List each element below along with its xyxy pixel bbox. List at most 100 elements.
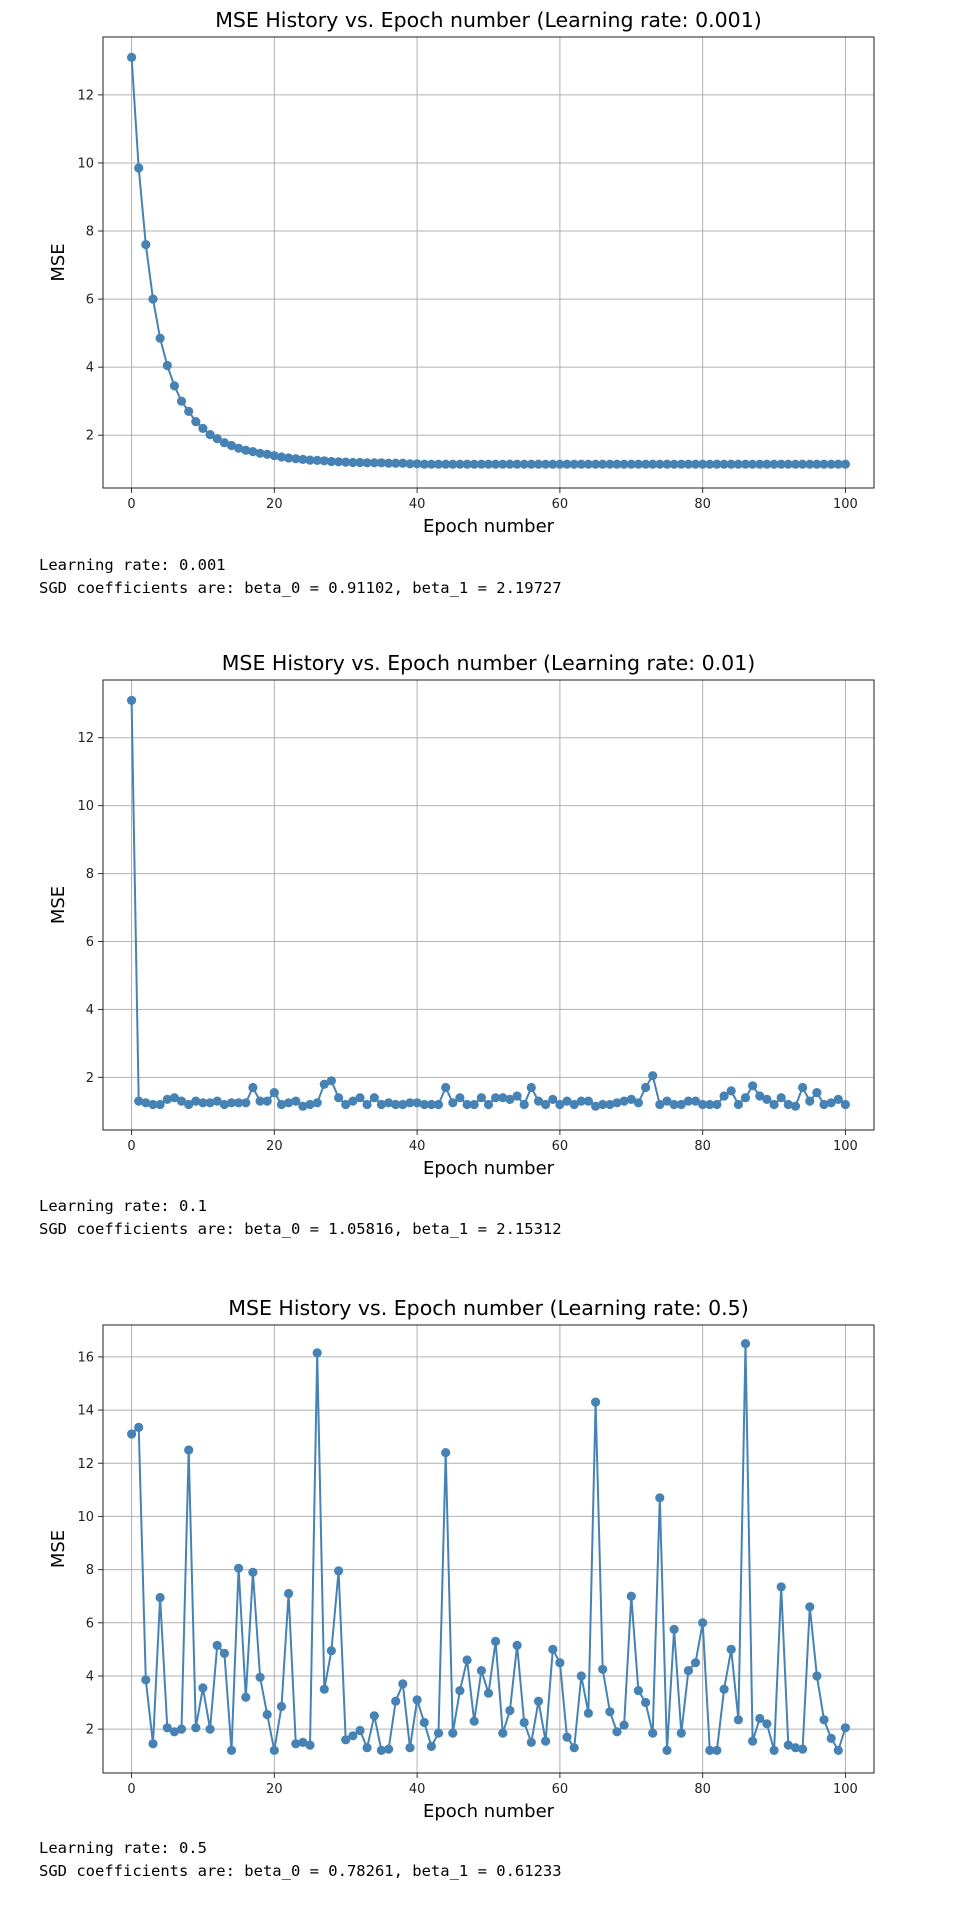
data-point	[562, 1732, 572, 1742]
data-point	[184, 1445, 194, 1455]
data-point	[298, 1737, 308, 1747]
data-point	[519, 459, 529, 469]
chart-panel-3: MSE History vs. Epoch number (Learning r…	[0, 1283, 977, 1903]
data-point	[405, 1098, 415, 1108]
data-point	[790, 459, 801, 469]
data-point	[412, 1695, 422, 1705]
x-tick-label: 40	[409, 497, 426, 512]
data-point	[833, 1094, 843, 1104]
data-point	[598, 1099, 608, 1110]
data-point	[441, 459, 451, 469]
x-tick-label: 60	[552, 1782, 569, 1797]
data-point	[191, 1723, 201, 1733]
data-point	[690, 1658, 701, 1668]
data-point	[683, 1096, 694, 1106]
data-point	[262, 1096, 272, 1106]
data-point	[398, 458, 408, 468]
data-point	[269, 1088, 279, 1098]
y-axis-label: MSE	[48, 1530, 69, 1568]
data-point	[548, 1094, 558, 1104]
data-point	[840, 459, 851, 469]
data-point	[626, 1094, 636, 1104]
plot-frame	[102, 36, 875, 489]
data-point	[141, 1675, 151, 1685]
y-axis-label: MSE	[48, 243, 69, 281]
data-point	[726, 1644, 736, 1654]
y-tick-label: 14	[77, 1404, 94, 1419]
y-tick-label: 6	[86, 935, 94, 950]
data-point	[176, 1096, 187, 1106]
x-tick-label: 20	[266, 497, 283, 512]
data-point	[219, 1648, 229, 1658]
data-point	[441, 1082, 451, 1093]
data-point	[569, 1099, 579, 1110]
data-point	[276, 1701, 287, 1712]
data-point	[583, 459, 594, 469]
data-point	[348, 1096, 358, 1106]
data-point	[191, 417, 201, 427]
x-tick-label: 40	[409, 1139, 426, 1154]
data-point	[169, 381, 179, 391]
data-point	[769, 459, 779, 469]
data-point	[355, 1725, 365, 1736]
data-point	[648, 1071, 658, 1081]
data-point	[491, 1093, 501, 1103]
data-point	[162, 360, 172, 371]
data-point	[276, 452, 287, 462]
data-point	[626, 459, 636, 469]
data-point	[619, 1720, 629, 1730]
data-point	[519, 1099, 529, 1110]
data-point	[433, 1099, 444, 1110]
data-point	[448, 1098, 458, 1108]
mse-chart-lr-0.001: MSE History vs. Epoch number (Learning r…	[48, 8, 875, 537]
data-point	[212, 1640, 222, 1650]
data-point	[448, 1728, 458, 1738]
data-point	[241, 1692, 251, 1702]
data-point	[655, 1099, 665, 1110]
data-point	[469, 1716, 479, 1726]
y-tick-label: 6	[86, 293, 94, 308]
data-point	[398, 1099, 408, 1110]
data-point	[676, 459, 686, 469]
data-point	[312, 1098, 322, 1108]
data-point	[276, 1099, 287, 1110]
caption-2: Learning rate: 0.1 SGD coefficients are:…	[39, 1195, 562, 1241]
data-point	[248, 447, 258, 457]
caption-1: Learning rate: 0.001 SGD coefficients ar…	[39, 554, 562, 600]
data-point	[141, 1098, 151, 1108]
data-point	[155, 1099, 165, 1110]
data-point	[676, 1728, 686, 1738]
data-point	[284, 1098, 294, 1108]
data-point	[433, 459, 444, 469]
data-point	[483, 459, 494, 469]
data-point	[469, 1099, 479, 1110]
data-point	[462, 1099, 472, 1110]
data-point	[526, 1737, 536, 1747]
data-point	[669, 459, 679, 469]
data-point	[591, 1397, 601, 1407]
data-point	[605, 1099, 615, 1110]
data-point	[198, 1098, 208, 1108]
data-point	[733, 1099, 744, 1110]
data-point	[548, 459, 558, 469]
data-point	[698, 1618, 708, 1628]
data-point	[376, 458, 386, 468]
data-point	[591, 459, 601, 469]
data-point	[555, 1658, 565, 1668]
mse-chart-lr-0.5: MSE History vs. Epoch number (Learning r…	[48, 1296, 875, 1822]
data-point	[719, 1091, 729, 1101]
data-point	[362, 458, 372, 468]
grid	[103, 37, 874, 488]
data-point	[798, 1744, 808, 1754]
data-point	[162, 1094, 172, 1104]
data-point	[812, 1088, 822, 1098]
data-point	[326, 456, 336, 467]
x-tick-label: 100	[833, 1139, 858, 1154]
data-point	[698, 459, 708, 469]
data-point	[455, 459, 465, 469]
data-point	[562, 1096, 572, 1106]
data-point	[419, 1717, 429, 1728]
data-point	[619, 1096, 629, 1106]
data-point	[148, 294, 158, 304]
data-point	[662, 459, 672, 469]
